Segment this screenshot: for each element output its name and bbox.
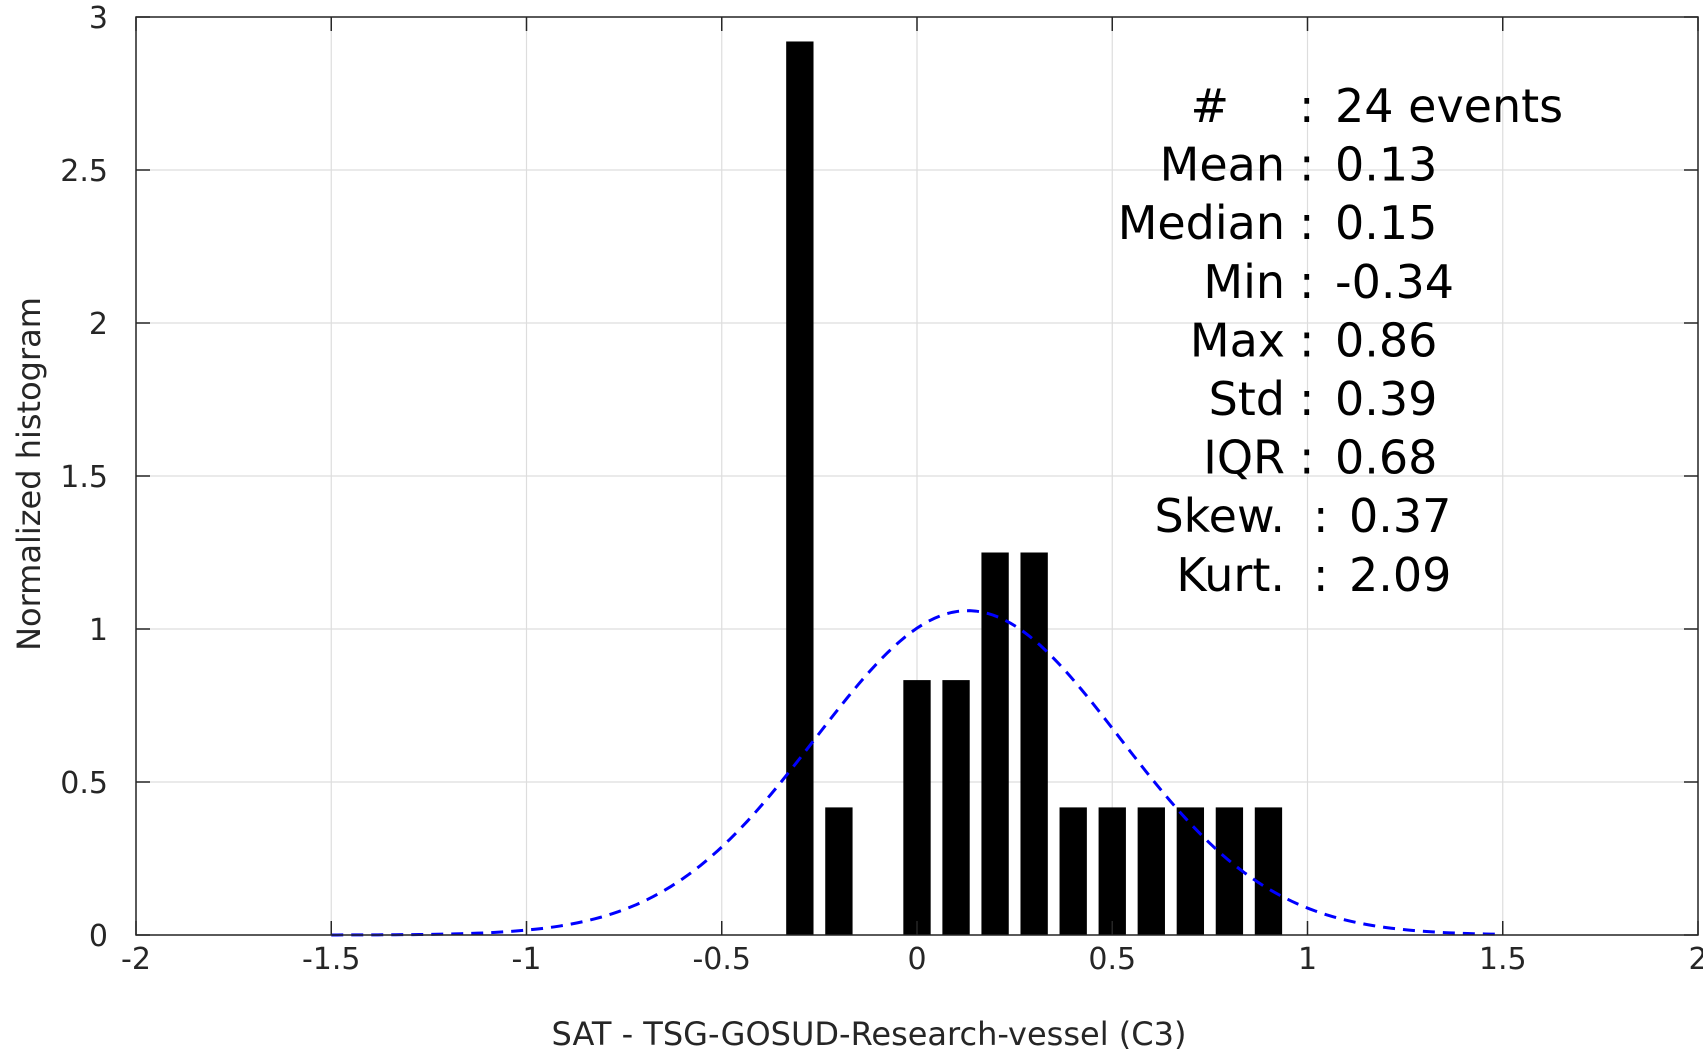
stat-separator: : [1299, 372, 1315, 426]
histogram-bar [981, 552, 1009, 935]
x-tick-label: -0.5 [692, 942, 751, 977]
stat-separator: : [1299, 313, 1315, 367]
stat-row: #:24 events [1190, 79, 1563, 133]
x-tick-label: 2 [1688, 942, 1703, 977]
normal-fit-line [331, 609, 1503, 937]
histogram-bar [1254, 807, 1283, 935]
normal-fit-curve [331, 609, 1503, 937]
stat-separator: : [1299, 138, 1315, 192]
stat-row: Mean:0.13 [1160, 138, 1438, 192]
stat-label: # [1190, 79, 1229, 133]
stat-label: Skew. [1154, 489, 1285, 543]
histogram-bar [1176, 807, 1205, 935]
y-axis-ticks: 0 0.5 1 1.5 2 2.5 3 [60, 1, 1698, 954]
stat-separator: : [1299, 255, 1315, 309]
stat-label: IQR [1203, 431, 1285, 485]
y-axis-label: Normalized histogram [10, 297, 48, 651]
stat-row: Std:0.39 [1209, 372, 1438, 426]
x-axis-ticks: -2 -1.5 -1 -0.5 0 0.5 1 1.5 2 [121, 17, 1703, 977]
histogram-bar [825, 807, 853, 935]
stat-row: Max:0.86 [1190, 313, 1438, 367]
stat-row: Min: -0.34 [1203, 255, 1454, 309]
x-tick-label: -2 [121, 942, 151, 977]
stat-separator: : [1299, 431, 1315, 485]
histogram-bar [903, 680, 931, 935]
x-tick-label: -1.5 [302, 942, 361, 977]
stat-row: Kurt.:2.09 [1176, 548, 1451, 602]
stat-row: Median:0.15 [1118, 196, 1438, 250]
stat-value: 0.68 [1335, 431, 1437, 485]
y-tick-label: 3 [89, 1, 108, 36]
stat-value: 0.39 [1335, 372, 1437, 426]
histogram-bar [1020, 552, 1048, 935]
stat-value: 24 events [1335, 79, 1563, 133]
stat-value: 0.13 [1335, 138, 1437, 192]
stat-label: Std [1209, 372, 1285, 426]
histogram-bar [942, 680, 970, 935]
y-tick-label: 1 [89, 613, 108, 648]
stat-row: Skew.:0.37 [1154, 489, 1451, 543]
stat-label: Kurt. [1176, 548, 1285, 602]
stat-label: Mean [1160, 138, 1285, 192]
x-axis-label: SAT - TSG-GOSUD-Research-vessel (C3) [552, 1015, 1187, 1053]
x-tick-label: 1.5 [1479, 942, 1527, 977]
x-tick-label: 0 [907, 942, 926, 977]
stat-label: Max [1190, 313, 1285, 367]
stat-value: 0.15 [1335, 196, 1437, 250]
stat-separator: : [1313, 548, 1329, 602]
x-tick-label: 0.5 [1088, 942, 1136, 977]
stat-separator: : [1299, 196, 1315, 250]
stat-value: 2.09 [1349, 548, 1451, 602]
y-tick-label: 2 [89, 307, 108, 342]
histogram-bars [786, 41, 1283, 936]
y-tick-label: 0 [89, 919, 108, 954]
stat-value: 0.86 [1335, 313, 1437, 367]
stat-row: IQR:0.68 [1203, 431, 1437, 485]
histogram-bar [1137, 807, 1165, 935]
stat-value: -0.34 [1335, 255, 1454, 309]
stat-label: Min [1203, 255, 1285, 309]
histogram-bar [1215, 807, 1244, 935]
histogram-bar [1059, 807, 1087, 935]
stat-separator: : [1299, 79, 1315, 133]
y-tick-label: 2.5 [60, 154, 108, 189]
y-tick-label: 0.5 [60, 766, 108, 801]
x-tick-label: 1 [1298, 942, 1317, 977]
stat-value: 0.37 [1349, 489, 1451, 543]
histogram-bar [786, 41, 814, 936]
x-tick-label: -1 [512, 942, 542, 977]
stat-separator: : [1313, 489, 1329, 543]
stat-label: Median [1118, 196, 1285, 250]
histogram-bar [1098, 807, 1126, 935]
y-tick-label: 1.5 [60, 460, 108, 495]
